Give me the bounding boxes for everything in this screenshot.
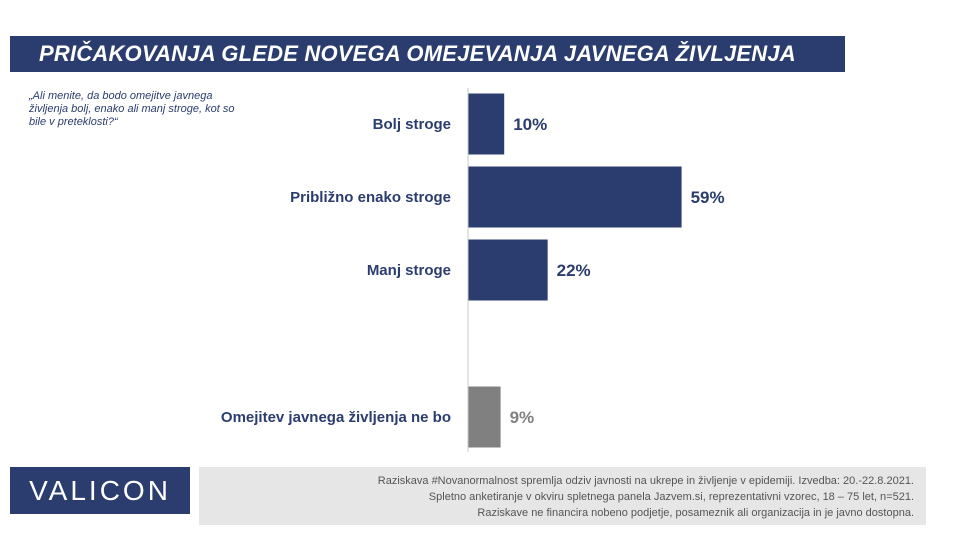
- bar: [468, 239, 548, 301]
- survey-question: „Ali menite, da bodo omejitve javnega ži…: [29, 90, 235, 128]
- value-label: 10%: [513, 115, 547, 134]
- footer-note: Raziskava #Novanormalnost spremlja odziv…: [199, 467, 926, 525]
- category-label: Omejitev javnega življenja ne bo: [221, 409, 451, 426]
- value-label: 9%: [510, 408, 535, 427]
- footer-note-line: Raziskave ne financira nobeno podjetje, …: [477, 507, 914, 519]
- title-bar: PRIČAKOVANJA GLEDE NOVEGA OMEJEVANJA JAV…: [10, 36, 845, 72]
- valicon-logo: VALICON: [10, 467, 190, 514]
- category-label: Manj stroge: [367, 262, 451, 279]
- value-label: 59%: [691, 188, 725, 207]
- bar: [468, 93, 505, 155]
- category-label: Bolj stroge: [373, 116, 451, 133]
- value-label: 22%: [557, 261, 591, 280]
- footer-note-line: Spletno anketiranje v okviru spletnega p…: [428, 491, 914, 503]
- bar: [468, 386, 501, 448]
- category-label: Približno enako stroge: [290, 189, 451, 206]
- logo-text: VALICON: [29, 475, 171, 506]
- chart-title: PRIČAKOVANJA GLEDE NOVEGA OMEJEVANJA JAV…: [39, 41, 796, 66]
- footer-note-line: Raziskava #Novanormalnost spremlja odziv…: [377, 475, 914, 487]
- bar: [468, 166, 682, 228]
